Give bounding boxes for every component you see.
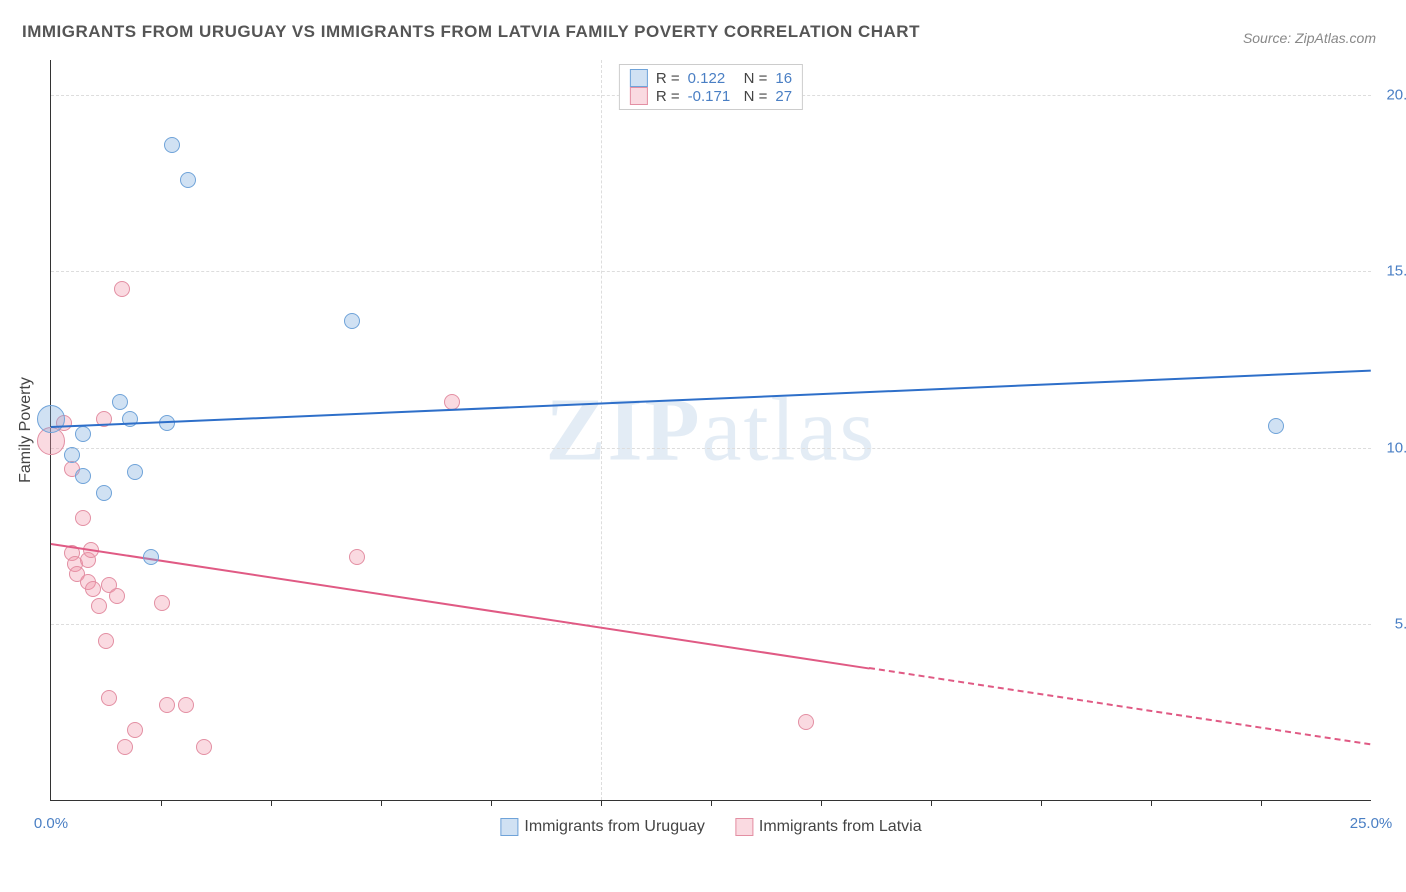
- x-tick-minor: [271, 800, 272, 806]
- legend-item-uruguay: Immigrants from Uruguay: [500, 818, 705, 836]
- y-tick-label: 15.0%: [1377, 263, 1406, 280]
- r-value-uruguay: 0.122: [688, 70, 736, 87]
- n-value-uruguay: 16: [775, 70, 792, 87]
- plot-area: Family Poverty ZIPatlas R = 0.122 N = 16…: [50, 60, 1371, 801]
- x-tick-minor: [381, 800, 382, 806]
- latvia-point: [75, 510, 91, 526]
- latvia-point: [196, 739, 212, 755]
- latvia-point: [798, 714, 814, 730]
- grid-line-h: [51, 624, 1371, 625]
- uruguay-point: [164, 137, 180, 153]
- latvia-point: [98, 633, 114, 649]
- latvia-point: [159, 697, 175, 713]
- swatch-uruguay: [630, 69, 648, 87]
- x-tick-minor: [161, 800, 162, 806]
- legend-item-latvia: Immigrants from Latvia: [735, 818, 922, 836]
- correlation-legend: R = 0.122 N = 16 R = -0.171 N = 27: [619, 64, 803, 110]
- series-legend: Immigrants from Uruguay Immigrants from …: [500, 818, 921, 836]
- x-tick-minor: [601, 800, 602, 806]
- grid-line-h: [51, 271, 1371, 272]
- n-label: N =: [744, 88, 768, 105]
- latvia-point: [85, 581, 101, 597]
- x-tick-minor: [1151, 800, 1152, 806]
- uruguay-point: [96, 485, 112, 501]
- uruguay-point: [122, 411, 138, 427]
- uruguay-point: [37, 405, 65, 433]
- latvia-point: [91, 598, 107, 614]
- grid-line-h: [51, 448, 1371, 449]
- r-label: R =: [656, 70, 680, 87]
- uruguay-point: [112, 394, 128, 410]
- n-label: N =: [744, 70, 768, 87]
- legend-row-uruguay: R = 0.122 N = 16: [630, 69, 792, 87]
- grid-line-v: [601, 60, 602, 800]
- latvia-point: [114, 281, 130, 297]
- legend-label-latvia: Immigrants from Latvia: [759, 818, 922, 836]
- latvia-trend-dashed: [869, 667, 1371, 745]
- uruguay-point: [143, 549, 159, 565]
- uruguay-point: [344, 313, 360, 329]
- x-tick-label: 0.0%: [34, 815, 68, 832]
- x-tick-minor: [1261, 800, 1262, 806]
- uruguay-point: [75, 426, 91, 442]
- y-tick-label: 5.0%: [1377, 615, 1406, 632]
- swatch-latvia: [735, 818, 753, 836]
- latvia-point: [349, 549, 365, 565]
- x-tick-label: 25.0%: [1350, 815, 1393, 832]
- latvia-point: [109, 588, 125, 604]
- r-label: R =: [656, 88, 680, 105]
- latvia-point: [117, 739, 133, 755]
- x-tick-minor: [1041, 800, 1042, 806]
- legend-label-uruguay: Immigrants from Uruguay: [524, 818, 705, 836]
- x-tick-minor: [931, 800, 932, 806]
- y-tick-label: 20.0%: [1377, 87, 1406, 104]
- swatch-uruguay: [500, 818, 518, 836]
- uruguay-trend: [51, 370, 1371, 428]
- swatch-latvia: [630, 87, 648, 105]
- latvia-point: [178, 697, 194, 713]
- legend-row-latvia: R = -0.171 N = 27: [630, 87, 792, 105]
- uruguay-point: [1268, 418, 1284, 434]
- latvia-point: [101, 690, 117, 706]
- uruguay-point: [64, 447, 80, 463]
- latvia-point: [444, 394, 460, 410]
- uruguay-point: [127, 464, 143, 480]
- chart-source: Source: ZipAtlas.com: [1243, 30, 1376, 46]
- latvia-trend: [51, 543, 870, 670]
- y-axis-label: Family Poverty: [17, 377, 35, 483]
- y-tick-label: 10.0%: [1377, 439, 1406, 456]
- uruguay-point: [180, 172, 196, 188]
- latvia-point: [127, 722, 143, 738]
- x-tick-minor: [491, 800, 492, 806]
- x-tick-minor: [821, 800, 822, 806]
- uruguay-point: [75, 468, 91, 484]
- chart-title: IMMIGRANTS FROM URUGUAY VS IMMIGRANTS FR…: [22, 22, 920, 42]
- r-value-latvia: -0.171: [688, 88, 736, 105]
- n-value-latvia: 27: [775, 88, 792, 105]
- x-tick-minor: [711, 800, 712, 806]
- latvia-point: [154, 595, 170, 611]
